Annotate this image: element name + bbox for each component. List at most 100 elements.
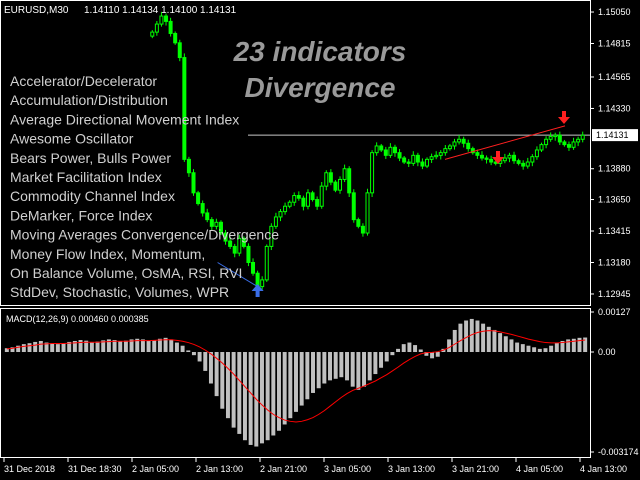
macd-histogram-bar <box>486 326 491 353</box>
macd-histogram-bar <box>549 345 554 353</box>
macd-histogram-bar <box>288 352 293 419</box>
price-tick-label: 1.12945 <box>598 289 631 299</box>
svg-text:1.14131: 1.14131 <box>596 130 629 140</box>
macd-histogram-bar <box>203 352 208 371</box>
macd-histogram-bar <box>294 352 298 412</box>
price-candle <box>580 131 585 143</box>
price-candle <box>388 143 393 158</box>
price-candle <box>283 202 288 215</box>
price-candle <box>411 151 416 166</box>
price-candle <box>251 258 256 276</box>
price-candle <box>365 188 370 236</box>
macd-label: MACD(12,26,9) 0.000460 0.000385 <box>6 314 149 324</box>
macd-histogram-bar <box>67 341 72 353</box>
macd-histogram-bar <box>316 352 321 389</box>
price-candle <box>489 155 494 166</box>
indicator-list-item: Market Facilitation Index <box>10 169 162 185</box>
macd-histogram-bar <box>146 340 151 353</box>
price-candle <box>182 53 187 162</box>
macd-histogram-bar <box>84 340 89 353</box>
price-candle <box>379 143 384 152</box>
macd-histogram-bar <box>520 344 525 353</box>
price-candle <box>205 208 210 223</box>
indicator-list-item: Bears Power, Bulls Power <box>10 150 171 166</box>
price-candle <box>186 156 191 177</box>
macd-histogram-bar <box>4 348 9 353</box>
macd-histogram-bar <box>248 352 253 445</box>
macd-histogram-bar <box>214 352 219 397</box>
macd-histogram-bar <box>180 345 185 353</box>
macd-histogram-bar <box>277 352 281 431</box>
overlay-title-line1: 23 indicators <box>233 36 407 67</box>
macd-histogram-bar <box>101 340 106 353</box>
sell-arrow-icon <box>558 111 570 124</box>
price-candle <box>420 158 425 170</box>
macd-histogram-bar <box>424 352 429 356</box>
price-candle <box>507 152 512 163</box>
price-candle <box>246 243 251 267</box>
price-candle <box>315 196 320 210</box>
price-candle <box>351 189 356 223</box>
price-candle <box>241 236 246 249</box>
macd-histogram-bar <box>259 352 264 444</box>
price-candle <box>347 166 352 197</box>
buy-arrow-icon <box>251 284 264 297</box>
price-candle <box>548 132 553 142</box>
macd-histogram-bar <box>458 323 463 353</box>
time-tick-label: 4 Jan 05:00 <box>516 464 563 474</box>
price-candle <box>457 135 462 145</box>
price-candle <box>269 223 274 251</box>
macd-histogram-bar <box>532 347 537 353</box>
macd-histogram-bar <box>282 352 287 425</box>
price-candle <box>402 156 407 165</box>
price-candle <box>452 138 457 150</box>
macd-histogram-bar <box>163 337 168 353</box>
price-candle <box>557 131 562 146</box>
time-tick-label: 2 Jan 21:00 <box>260 464 307 474</box>
price-candle <box>260 276 265 290</box>
price-candle <box>214 218 219 230</box>
price-candle <box>191 169 196 196</box>
macd-plot-area[interactable] <box>4 318 588 447</box>
price-candle <box>168 17 173 37</box>
price-axis: 1.15050 1.14815 1.14565 1.14330 1.13880 1.136… <box>590 7 638 299</box>
macd-histogram-bar <box>27 343 32 353</box>
macd-tick-label: 0.00127 <box>598 307 631 317</box>
time-tick-label: 2 Jan 13:00 <box>196 464 243 474</box>
macd-histogram-bar <box>152 340 157 353</box>
price-candle <box>196 190 201 206</box>
price-candle <box>360 223 365 237</box>
macd-histogram-bar <box>379 352 384 368</box>
price-candle <box>502 153 507 164</box>
macd-histogram-bar <box>356 352 361 390</box>
macd-histogram-bar <box>95 341 100 353</box>
price-candle <box>415 152 420 167</box>
macd-histogram-bar <box>112 340 117 353</box>
price-candle <box>319 181 324 209</box>
macd-histogram-bar <box>345 352 350 381</box>
price-candle <box>328 169 333 186</box>
price-plot-area[interactable] <box>150 11 590 297</box>
price-tick-label: 1.13180 <box>598 257 631 267</box>
macd-histogram-bar <box>333 352 338 379</box>
macd-histogram-bar <box>554 342 559 353</box>
macd-histogram-bar <box>38 340 43 353</box>
macd-histogram-bar <box>509 339 514 353</box>
price-candle <box>310 190 315 202</box>
macd-histogram-bar <box>305 352 310 400</box>
macd-histogram-bar <box>191 352 196 356</box>
ohlc-readout: 1.14110 1.14134 1.14100 1.14131 <box>84 5 237 16</box>
macd-histogram-bar <box>430 352 435 359</box>
macd-histogram-bar <box>135 338 140 353</box>
macd-histogram-bar <box>44 342 49 353</box>
price-candle <box>356 217 361 229</box>
macd-histogram-bar <box>265 352 270 441</box>
price-candle <box>466 139 471 152</box>
macd-histogram-bar <box>220 352 225 409</box>
price-candle <box>177 39 182 62</box>
macd-histogram-bar <box>10 347 15 353</box>
macd-histogram-bar <box>571 338 576 353</box>
macd-histogram-bar <box>543 348 548 353</box>
macd-histogram-bar <box>89 342 94 353</box>
